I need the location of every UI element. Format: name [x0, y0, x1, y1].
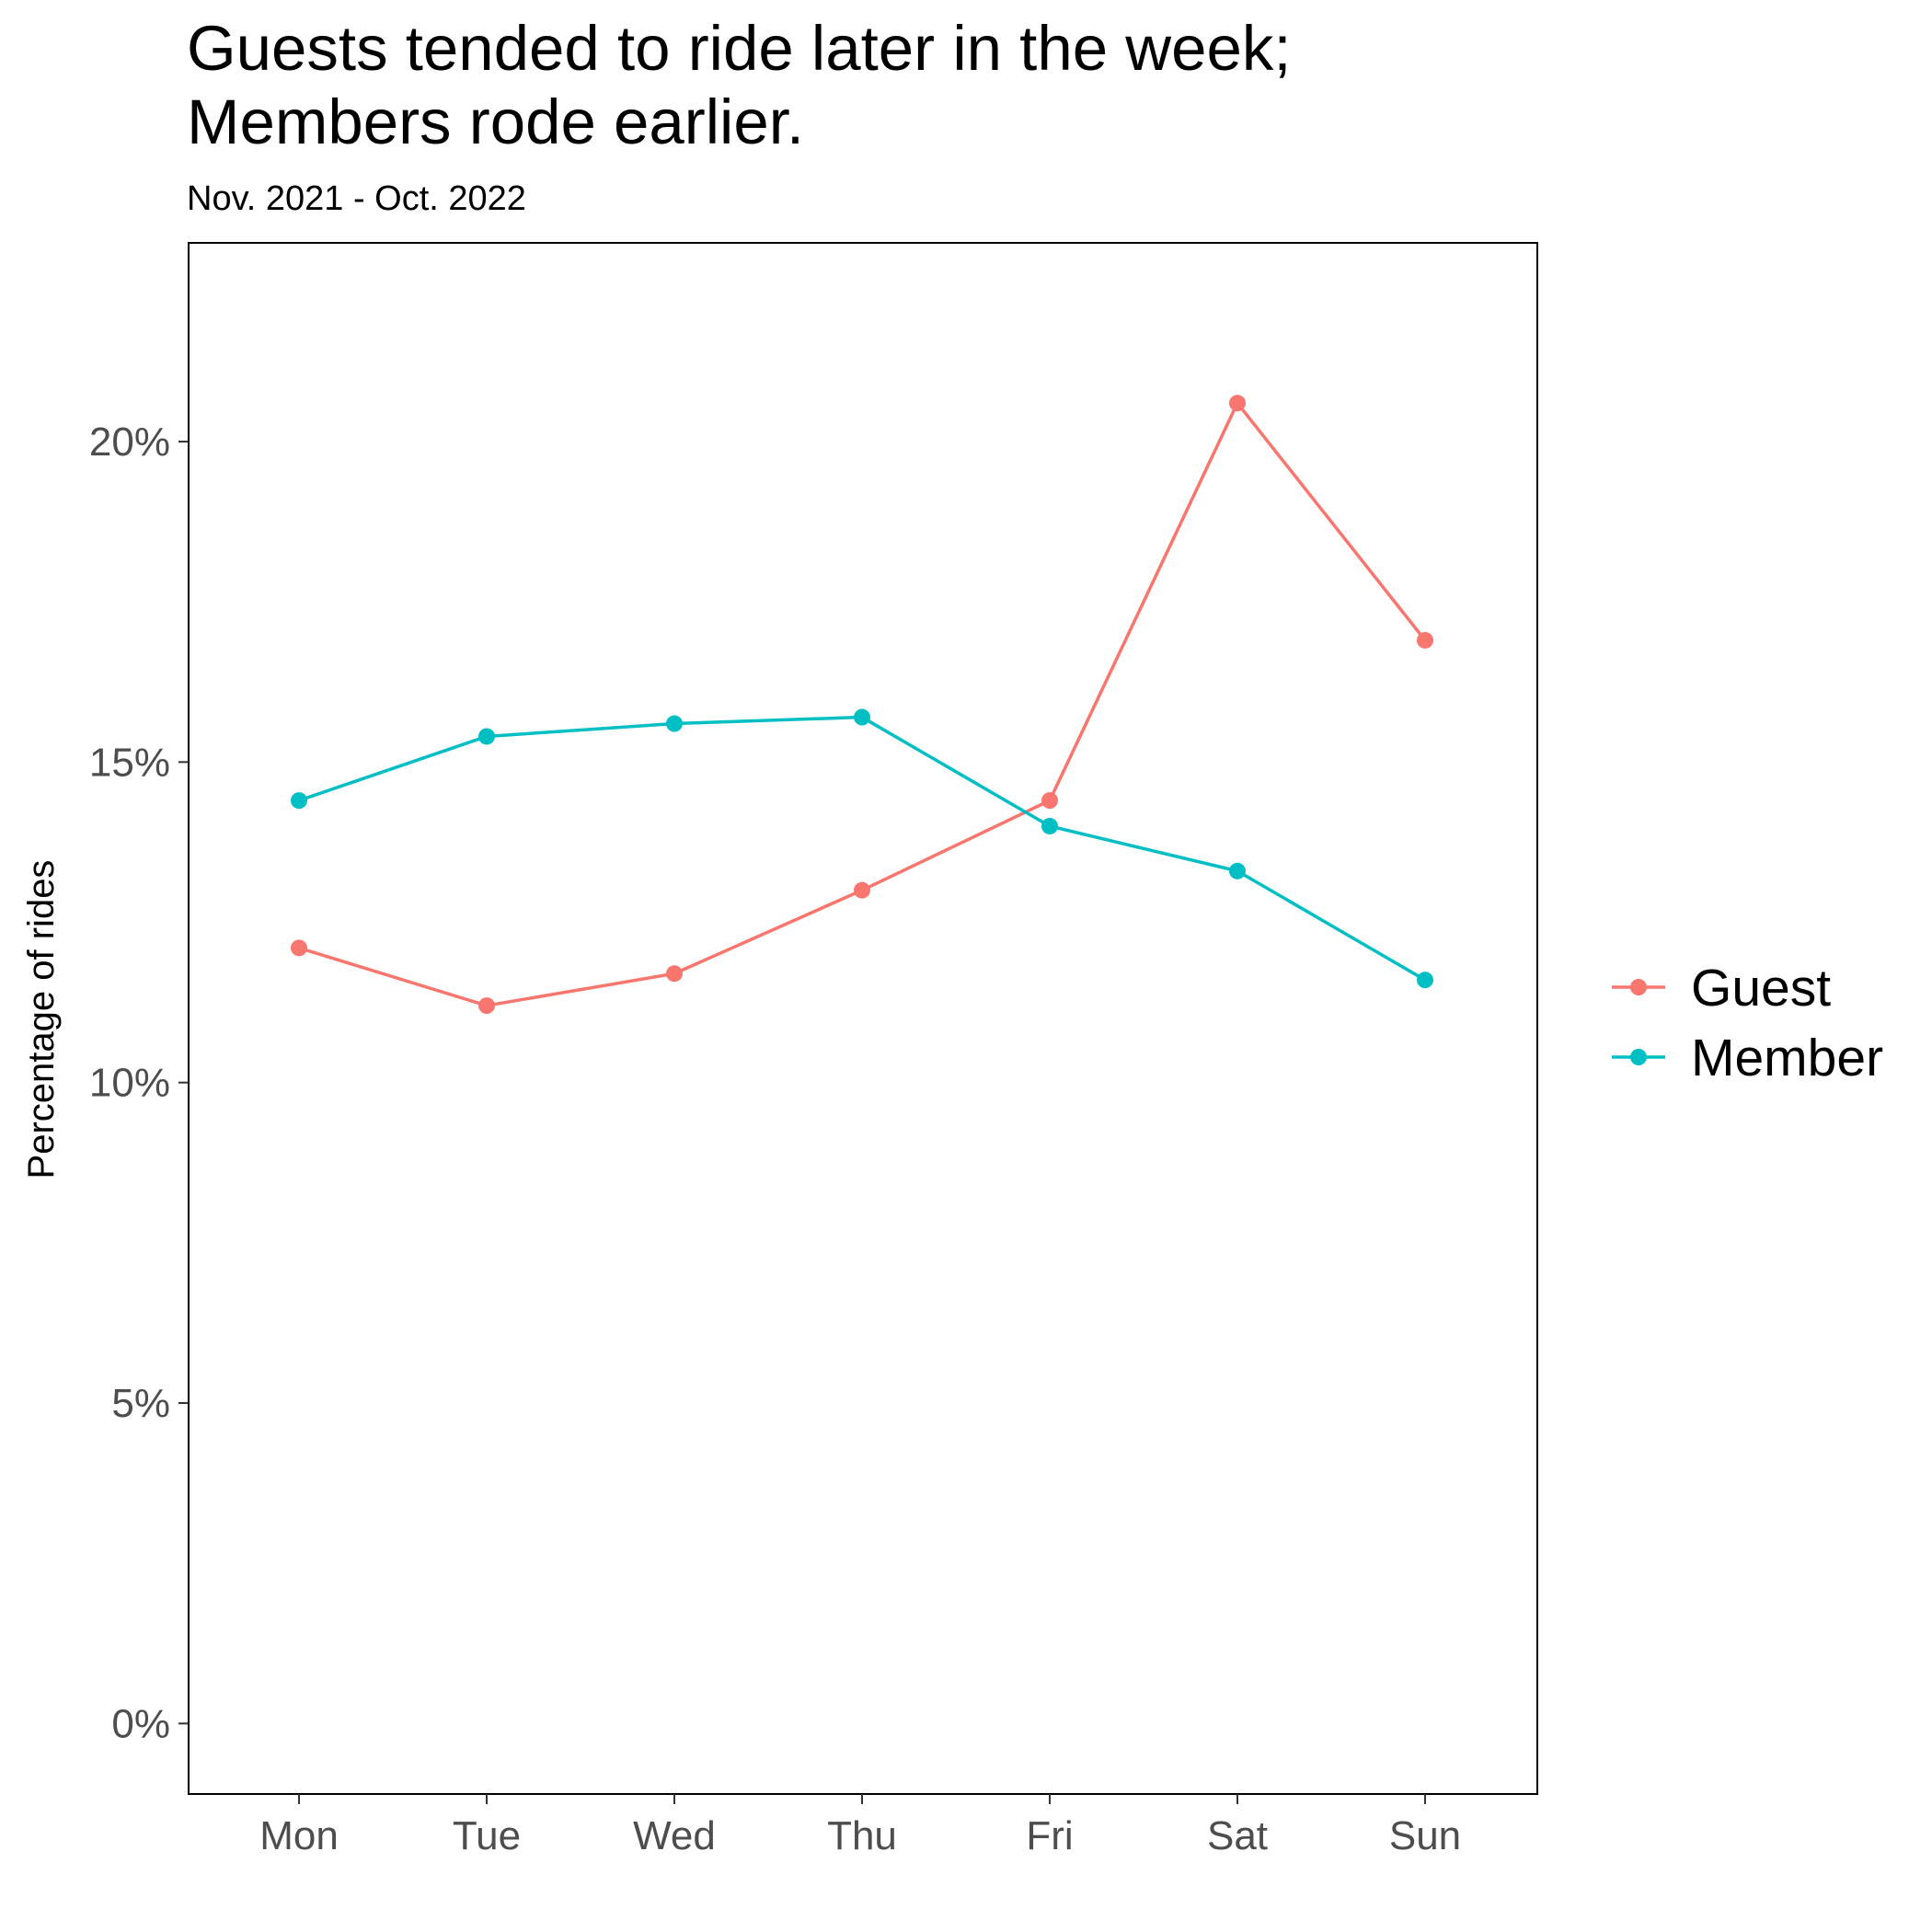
data-point-member-tue: [478, 728, 495, 745]
y-tick-label: 5%: [111, 1381, 170, 1426]
chart-subtitle: Nov. 2021 - Oct. 2022: [187, 179, 526, 218]
data-point-guest-sun: [1417, 631, 1433, 649]
legend-key-point: [1630, 1049, 1647, 1065]
legend-item-member: Member: [1612, 1029, 1883, 1087]
x-axis: Mon Tue Wed Thu Fri Sat Sun: [259, 1794, 1461, 1858]
chart-title-line-1: Guests tended to ride later in the week;: [187, 13, 1292, 84]
data-point-member-sat: [1229, 862, 1246, 880]
y-tick-label: 20%: [89, 420, 170, 465]
legend-label-member: Member: [1691, 1029, 1883, 1087]
legend-item-guest: Guest: [1612, 959, 1831, 1018]
data-point-guest-mon: [291, 939, 307, 957]
x-tick-label: Fri: [1026, 1813, 1073, 1858]
data-point-guest-wed: [666, 965, 683, 983]
data-point-member-wed: [666, 715, 683, 732]
series-layer: [291, 395, 1433, 1015]
data-point-guest-thu: [854, 881, 870, 899]
series-guest: [291, 395, 1433, 1015]
data-point-guest-sat: [1229, 395, 1246, 412]
data-point-guest-fri: [1041, 792, 1058, 810]
plot-panel: [188, 242, 1538, 1795]
data-point-guest-tue: [478, 997, 495, 1015]
chart-title-line-2: Members rode earlier.: [187, 86, 804, 157]
y-axis: 0% 5% 10% 15% 20%: [89, 420, 189, 1746]
legend-label-guest: Guest: [1691, 959, 1831, 1018]
y-tick-label: 0%: [111, 1701, 170, 1746]
data-point-member-mon: [291, 792, 307, 810]
legend: Guest Member: [1612, 959, 1883, 1087]
x-tick-label: Thu: [827, 1813, 897, 1858]
x-tick-label: Sat: [1207, 1813, 1268, 1858]
data-point-member-thu: [854, 708, 870, 726]
data-point-member-sun: [1417, 972, 1433, 989]
y-tick-label: 15%: [89, 740, 170, 785]
x-tick-label: Wed: [633, 1813, 716, 1858]
legend-key-point: [1630, 979, 1647, 995]
x-tick-label: Tue: [453, 1813, 521, 1858]
x-tick-label: Mon: [259, 1813, 339, 1858]
y-tick-label: 10%: [89, 1061, 170, 1106]
x-tick-label: Sun: [1389, 1813, 1461, 1858]
data-point-member-fri: [1041, 817, 1058, 834]
y-axis-label: Percentage of rides: [21, 860, 62, 1179]
series-member: [291, 708, 1433, 989]
series-line-guest: [298, 401, 1427, 1007]
series-line-member: [298, 715, 1426, 982]
